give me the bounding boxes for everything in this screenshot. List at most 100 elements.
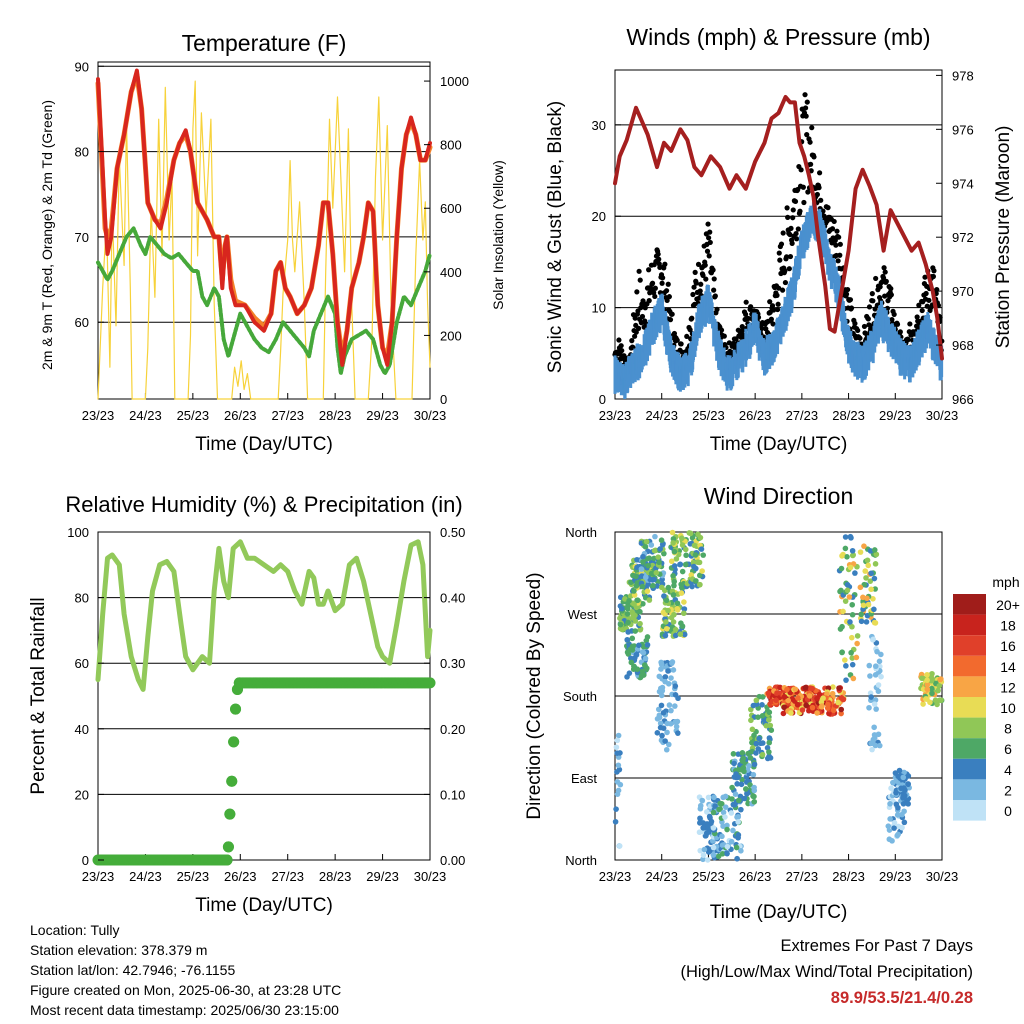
y2-tick-label: 966: [952, 392, 974, 407]
direction-point: [777, 684, 783, 691]
direction-point: [766, 735, 773, 741]
direction-point: [844, 582, 851, 588]
y-tick-label: 20: [592, 209, 606, 224]
direction-point: [648, 542, 655, 548]
gust-point: [634, 289, 640, 295]
legend-label: 16: [1000, 638, 1016, 654]
direction-point: [703, 830, 710, 836]
gust-point: [619, 347, 625, 354]
chart-title: Winds (mph) & Pressure (mb): [626, 24, 930, 50]
direction-point: [651, 547, 658, 554]
direction-point: [664, 729, 670, 736]
x-tick-label: 24/23: [645, 869, 678, 884]
direction-point: [670, 619, 677, 625]
gust-point: [663, 288, 670, 294]
y2-axis-label: Station Pressure (Maroon): [993, 126, 1014, 349]
direction-point: [665, 668, 671, 674]
gust-point: [882, 293, 888, 299]
direction-point: [700, 825, 706, 831]
direction-point: [753, 740, 760, 747]
x-tick-label: 29/23: [366, 869, 399, 884]
gust-point: [636, 268, 642, 274]
gust-point: [923, 290, 929, 297]
direction-point: [656, 673, 663, 680]
direction-point: [712, 803, 718, 809]
legend-label: 14: [1000, 659, 1016, 675]
direction-point: [665, 584, 672, 591]
direction-point: [850, 675, 857, 682]
gust-point: [632, 333, 638, 339]
direction-point: [637, 608, 643, 615]
direction-point: [658, 584, 665, 591]
gust-point: [616, 337, 622, 343]
gust-point: [882, 269, 888, 275]
direction-point: [871, 724, 877, 731]
legend-swatch: [953, 717, 986, 739]
direction-point: [901, 819, 908, 826]
direction-point: [672, 626, 679, 633]
gust-point: [707, 229, 713, 235]
x-tick-label: 23/23: [599, 869, 632, 884]
recent-data-text: Most recent data timestamp: 2025/06/30 2…: [30, 1002, 339, 1018]
direction-point: [720, 823, 726, 830]
direction-point: [873, 706, 879, 712]
direction-point: [696, 581, 703, 588]
direction-point: [806, 693, 813, 699]
direction-point: [868, 740, 874, 747]
direction-point: [679, 568, 686, 575]
y-tick-label: 30: [592, 118, 606, 133]
y2-tick-label: 0.30: [440, 656, 465, 671]
gust-point: [777, 257, 783, 263]
direction-point: [704, 857, 711, 863]
rainfall-point: [221, 854, 233, 866]
y2-tick-label: 0.50: [440, 525, 465, 540]
gust-point: [816, 185, 822, 191]
direction-point: [703, 809, 710, 815]
direction-point: [838, 587, 844, 594]
direction-point: [722, 814, 728, 820]
direction-point: [633, 583, 640, 589]
rainfall-point: [228, 736, 240, 748]
direction-point: [654, 583, 661, 589]
direction-point: [616, 766, 623, 773]
direction-point: [699, 568, 705, 574]
series-2m-dewpoint: [96, 226, 432, 376]
direction-point: [734, 855, 740, 862]
direction-point: [850, 552, 857, 558]
gust-point: [855, 327, 861, 334]
gust-point: [705, 221, 711, 227]
direction-point: [637, 626, 644, 633]
direction-point: [668, 558, 675, 565]
gust-point: [712, 293, 718, 299]
legend-swatch: [953, 758, 986, 780]
direction-point: [624, 636, 631, 643]
direction-point: [667, 720, 674, 727]
y2-tick-label: 400: [440, 265, 462, 280]
direction-point: [895, 773, 901, 780]
direction-point: [887, 800, 893, 807]
direction-point: [708, 818, 715, 825]
gust-point: [836, 234, 842, 240]
direction-point: [749, 726, 756, 733]
direction-point: [628, 659, 635, 666]
y2-tick-label: 0.20: [440, 722, 465, 737]
direction-point: [928, 685, 935, 692]
gust-point: [711, 276, 717, 282]
gust-point: [872, 306, 878, 312]
gust-point: [774, 292, 780, 298]
gust-point: [690, 291, 696, 298]
gust-point: [798, 167, 804, 173]
gust-point: [618, 343, 624, 349]
legend-label: 12: [1000, 679, 1016, 695]
direction-point: [869, 746, 875, 753]
extremes-subtitle: (High/Low/Max Wind/Total Precipitation): [680, 963, 973, 981]
gust-point: [632, 315, 638, 321]
x-tick-label: 27/23: [786, 408, 819, 423]
direction-point: [830, 684, 836, 690]
direction-point: [867, 548, 874, 554]
direction-point: [924, 686, 931, 693]
direction-point: [619, 626, 625, 633]
direction-point: [627, 646, 634, 653]
direction-point: [672, 632, 679, 639]
direction-point: [870, 596, 876, 602]
